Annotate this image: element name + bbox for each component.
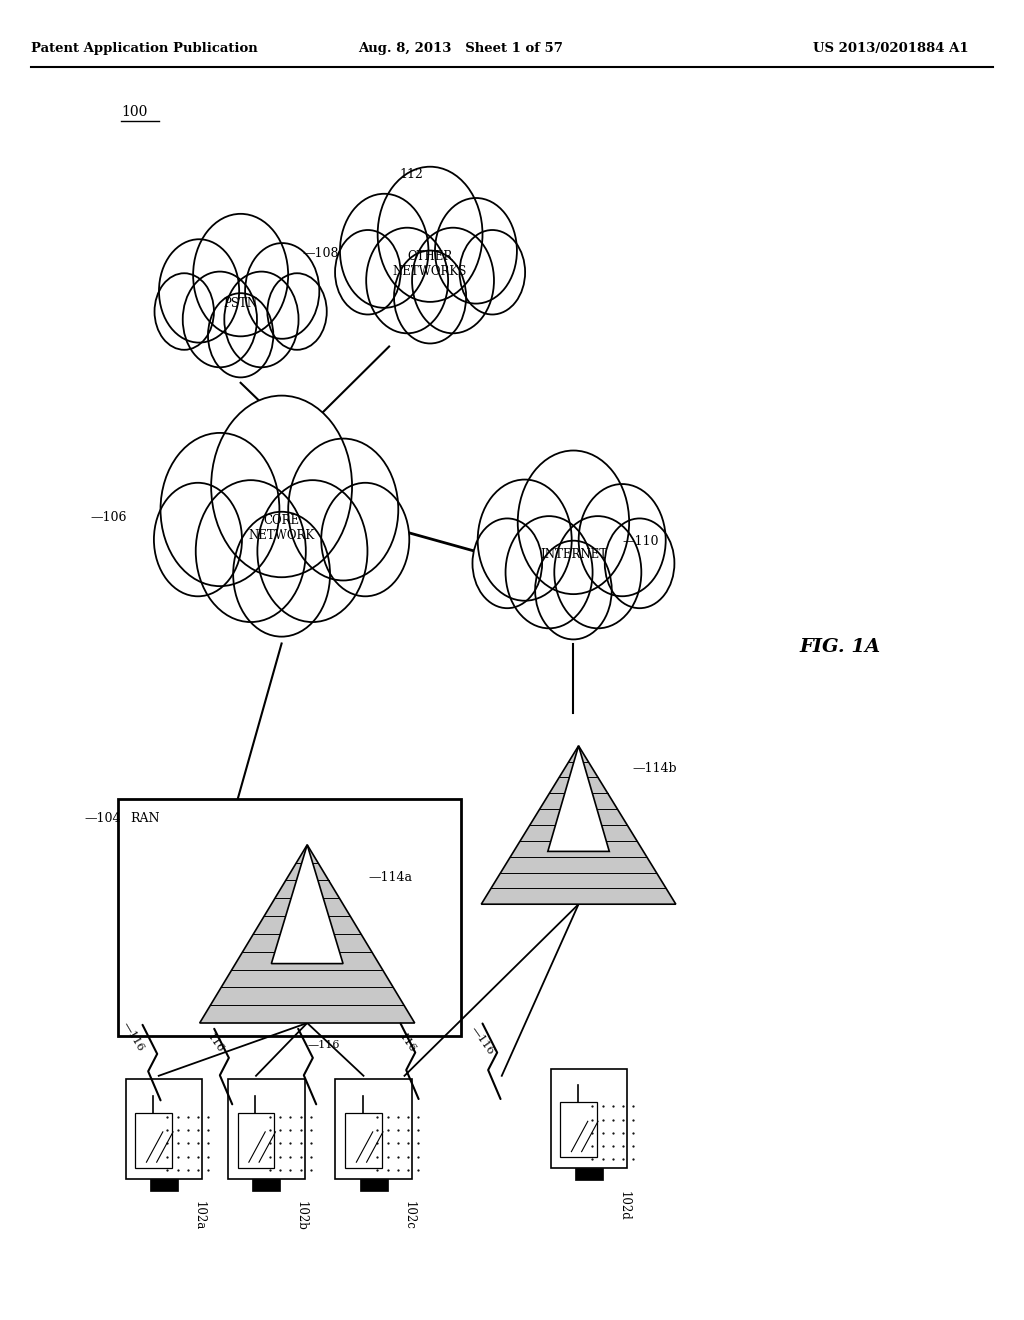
Polygon shape	[504, 519, 643, 594]
Circle shape	[194, 214, 288, 337]
Text: 102b: 102b	[295, 1201, 308, 1232]
Circle shape	[554, 516, 641, 628]
Circle shape	[182, 272, 257, 367]
Circle shape	[478, 479, 571, 601]
Text: 116: 116	[397, 1031, 418, 1055]
Circle shape	[288, 438, 398, 581]
Circle shape	[472, 519, 542, 609]
Bar	[238, 1113, 274, 1168]
Text: 102c: 102c	[402, 1201, 416, 1230]
Polygon shape	[200, 845, 415, 1023]
Text: PSTN: PSTN	[223, 297, 258, 310]
Text: —110: —110	[623, 535, 659, 548]
Circle shape	[257, 480, 368, 622]
Bar	[118, 799, 461, 1036]
Bar	[150, 1179, 178, 1191]
Text: RAN: RAN	[130, 812, 160, 825]
Text: —116: —116	[469, 1024, 496, 1056]
Circle shape	[536, 541, 611, 639]
Circle shape	[208, 293, 273, 378]
Text: 102d: 102d	[617, 1191, 631, 1221]
Text: INTERNET: INTERNET	[540, 548, 607, 561]
Circle shape	[579, 484, 666, 597]
Circle shape	[322, 483, 410, 597]
Bar	[574, 1168, 603, 1180]
Circle shape	[161, 433, 280, 586]
Text: —104: —104	[84, 812, 121, 825]
Text: CORE
NETWORK: CORE NETWORK	[249, 513, 314, 543]
Circle shape	[233, 512, 330, 636]
Polygon shape	[194, 482, 370, 578]
Circle shape	[267, 273, 327, 350]
Text: —116: —116	[121, 1019, 145, 1053]
Text: —106: —106	[90, 511, 127, 524]
Circle shape	[340, 194, 428, 308]
Bar	[252, 1179, 281, 1191]
Text: —114b: —114b	[633, 762, 678, 775]
Bar	[359, 1179, 388, 1191]
Bar	[135, 1113, 172, 1168]
Bar	[126, 1080, 202, 1179]
Text: Aug. 8, 2013   Sheet 1 of 57: Aug. 8, 2013 Sheet 1 of 57	[358, 42, 563, 54]
Circle shape	[154, 483, 242, 597]
Bar	[345, 1113, 382, 1168]
Circle shape	[245, 243, 319, 339]
Circle shape	[335, 230, 400, 314]
Circle shape	[435, 198, 517, 304]
Circle shape	[211, 396, 352, 577]
Bar	[336, 1080, 412, 1179]
Text: Patent Application Publication: Patent Application Publication	[31, 42, 257, 54]
Text: —116: —116	[307, 1040, 340, 1051]
Polygon shape	[365, 231, 496, 300]
Text: US 2013/0201884 A1: US 2013/0201884 A1	[813, 42, 969, 54]
Polygon shape	[481, 746, 676, 904]
Circle shape	[460, 230, 525, 314]
Circle shape	[412, 227, 494, 333]
Polygon shape	[181, 272, 300, 338]
Text: 112: 112	[399, 168, 423, 181]
Circle shape	[196, 480, 306, 622]
Polygon shape	[271, 845, 343, 964]
Text: —108: —108	[302, 247, 339, 260]
Bar	[228, 1080, 304, 1179]
Text: 116: 116	[205, 1031, 225, 1055]
Polygon shape	[548, 746, 609, 851]
Text: FIG. 1A: FIG. 1A	[799, 638, 881, 656]
Circle shape	[224, 272, 299, 367]
Bar	[560, 1102, 597, 1158]
Circle shape	[605, 519, 675, 609]
Circle shape	[378, 166, 482, 302]
Bar	[551, 1069, 627, 1168]
Circle shape	[506, 516, 593, 628]
Text: 100: 100	[121, 104, 147, 119]
Circle shape	[155, 273, 214, 350]
Circle shape	[518, 450, 629, 594]
Text: OTHER
NETWORKS: OTHER NETWORKS	[393, 249, 467, 279]
Circle shape	[394, 251, 466, 343]
Text: 102a: 102a	[193, 1201, 206, 1230]
Circle shape	[367, 227, 449, 333]
Text: —114a: —114a	[369, 871, 413, 884]
Circle shape	[159, 239, 240, 343]
